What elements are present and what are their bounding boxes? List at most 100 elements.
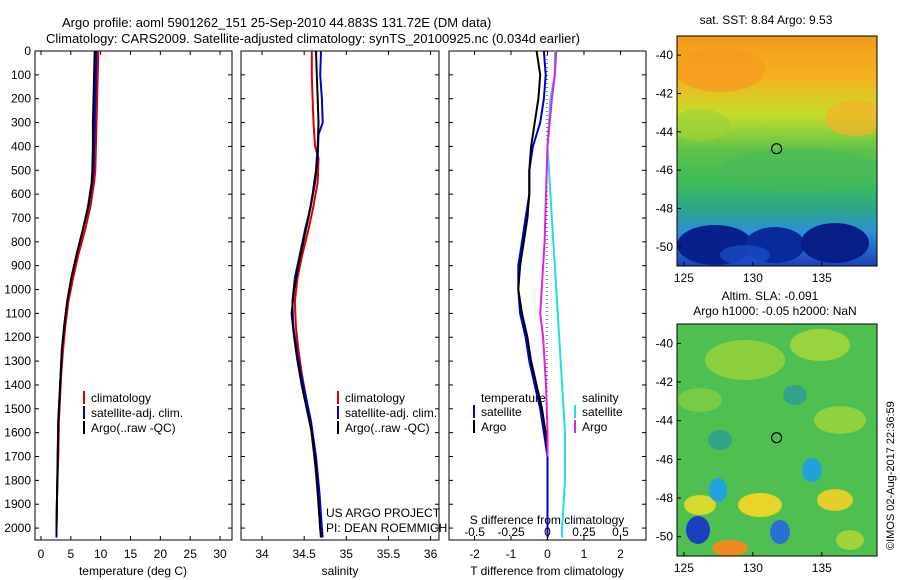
salinity-legend-climatology: climatology	[345, 391, 405, 405]
s-diff-tick-label: -0.5	[464, 525, 485, 539]
map-y-tick-label: -40	[656, 336, 674, 350]
x-tick-label: 1	[581, 547, 588, 561]
map-x-tick-label: 130	[743, 561, 763, 575]
salinity-legend: climatology satellite-adj. clim. Argo(..…	[337, 391, 437, 435]
map-x-tick-label: 125	[674, 271, 694, 285]
temperature-legend-argo: Argo(..raw -QC)	[91, 421, 176, 435]
map-y-tick-label: -44	[656, 414, 674, 428]
s-diff-tick-label: 0.5	[612, 525, 629, 539]
depth-tick-label: 700	[11, 211, 31, 225]
salinity-legend-satellite: satellite-adj. clim.	[345, 406, 437, 420]
depth-tick-label: 100	[11, 68, 31, 82]
legend-sal-satellite: satellite	[582, 405, 623, 419]
depth-tick-label: 200	[11, 92, 31, 106]
map-y-tick-label: -48	[656, 491, 674, 505]
x-tick-label: -1	[506, 547, 517, 561]
map-y-tick-label: -46	[656, 163, 674, 177]
map-y-tick-label: -46	[656, 452, 674, 466]
depth-tick-label: 600	[11, 187, 31, 201]
x-tick-label: 30	[213, 547, 227, 561]
x-tick-label: 35.5	[377, 547, 401, 561]
depth-tick-label: 1000	[4, 283, 31, 297]
x-tick-label: 34	[255, 547, 269, 561]
difference-panel: -2 -1 0 1 2 T difference from climatology S …	[448, 50, 647, 578]
legend-temp-satellite: satellite	[481, 405, 522, 419]
depth-tick-label: 1700	[4, 450, 31, 464]
series-line-temperature-argo	[517, 50, 549, 457]
depth-tick-label: 900	[11, 259, 31, 273]
temperature-panel: 0100200300400500600700800900100011001200…	[4, 44, 233, 578]
temperature-legend: climatology satellite-adj. clim. Argo(..…	[83, 391, 183, 435]
salinity-legend-argo: Argo(..raw -QC)	[345, 421, 430, 435]
series-line-salinity-argo	[539, 50, 558, 457]
x-tick-label: 0	[38, 547, 45, 561]
x-tick-label: 34.5	[293, 547, 317, 561]
sla-map-title: Altim. SLA: -0.091	[722, 289, 819, 303]
sst-map-title: sat. SST: 8.84 Argo: 9.53	[700, 13, 833, 27]
map-x-tick-label: 130	[743, 271, 763, 285]
map-x-tick-label: 135	[812, 561, 832, 575]
legend-title-salinity: salinity	[582, 391, 619, 405]
depth-tick-label: 1900	[4, 497, 31, 511]
x-tick-label: 20	[154, 547, 168, 561]
map-x-tick-label: 125	[674, 561, 694, 575]
credit-pi: PI: DEAN ROEMMICH	[326, 521, 447, 535]
salinity-panel: 34 34.5 35 35.5 36 salinity climatology sate…	[240, 50, 447, 578]
argo-location-marker	[770, 432, 783, 444]
x-tick-label: 10	[94, 547, 108, 561]
depth-tick-label: 1100	[5, 306, 31, 320]
legend-temp-argo: Argo	[481, 420, 507, 434]
copyright-footer: ©IMOS 02-Aug-2017 22:36:59	[885, 401, 897, 550]
temperature-legend-satellite: satellite-adj. clim.	[91, 406, 183, 420]
header-line1: Argo profile: aoml 5901262_151 25-Sep-20…	[62, 15, 491, 30]
s-diff-tick-label: -0.25	[497, 525, 525, 539]
sla-map: 125 130 135 -40 -42 -44 -46 -48 -50	[656, 323, 878, 575]
s-diff-tick-label: 0.25	[572, 525, 596, 539]
series-line-salinity-satellite	[546, 51, 566, 538]
depth-tick-label: 1800	[4, 473, 31, 487]
x-tick-label: 0	[544, 547, 551, 561]
map-x-tick-label: 135	[812, 271, 832, 285]
temperature-legend-climatology: climatology	[91, 391, 151, 405]
credit-project: US ARGO PROJECT	[326, 506, 441, 520]
map-y-tick-label: -48	[656, 202, 674, 216]
map-y-tick-label: -50	[656, 240, 674, 254]
x-tick-label: 5	[67, 547, 74, 561]
difference-top-xlabel: S difference from climatology	[470, 513, 625, 527]
argo-location-marker	[770, 143, 783, 155]
x-tick-label: 25	[184, 547, 198, 561]
depth-tick-label: 500	[11, 163, 31, 177]
depth-tick-label: 1300	[4, 354, 31, 368]
depth-tick-label: 400	[11, 139, 31, 153]
x-tick-label: 15	[124, 547, 138, 561]
x-tick-label: 36	[424, 547, 438, 561]
map-y-tick-label: -42	[656, 87, 674, 101]
depth-tick-label: 2000	[4, 521, 31, 535]
x-tick-label: -2	[469, 547, 480, 561]
depth-tick-label: 1200	[4, 330, 31, 344]
map-y-tick-label: -42	[656, 375, 674, 389]
s-diff-tick-label: 0	[544, 525, 551, 539]
depth-tick-label: 1500	[4, 402, 31, 416]
salinity-xlabel: salinity	[322, 564, 359, 578]
legend-sal-argo: Argo	[582, 420, 608, 434]
map-y-tick-label: -40	[656, 48, 674, 62]
depth-tick-label: 1600	[4, 426, 31, 440]
map-y-tick-label: -44	[656, 125, 674, 139]
x-tick-label: 35	[340, 547, 354, 561]
depth-tick-label: 0	[24, 44, 31, 58]
map-y-tick-label: -50	[656, 530, 674, 544]
series-line-satellite-adj-clim-	[291, 50, 324, 538]
depth-tick-label: 800	[11, 235, 31, 249]
sst-map: 125 130 135 -40 -42 -44 -46 -48 -50	[656, 35, 878, 285]
temperature-xlabel: temperature (deg C)	[79, 564, 187, 578]
legend-title-temperature: temperature	[481, 391, 546, 405]
difference-xlabel: T difference from climatology	[470, 564, 624, 578]
sla-map-subtitle: Argo h1000: -0.05 h2000: NaN	[693, 304, 856, 318]
x-tick-label: 2	[617, 547, 624, 561]
series-line-argo-raw-qc-	[55, 50, 96, 536]
difference-legend: temperature salinity satellite Argo sate…	[473, 391, 623, 434]
depth-tick-label: 300	[11, 116, 31, 130]
header-line2: Climatology: CARS2009. Satellite-adjuste…	[46, 31, 580, 46]
